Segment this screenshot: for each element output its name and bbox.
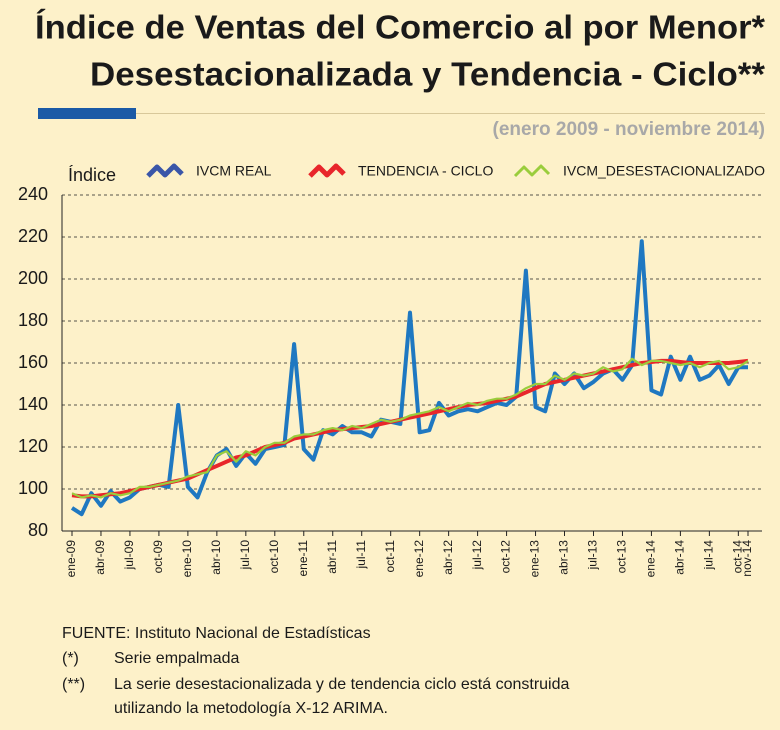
x-tick-label: jul-12 bbox=[470, 540, 484, 571]
y-axis-label: Índice bbox=[68, 165, 116, 185]
x-tick-label: abr-11 bbox=[325, 540, 339, 574]
note-text: Serie empalmada bbox=[114, 650, 240, 667]
x-tick-label: oct-11 bbox=[383, 540, 397, 573]
series-line bbox=[71, 357, 749, 499]
source: FUENTE: Instituto Nacional de Estadístic… bbox=[62, 625, 371, 642]
chart-subtitle: (enero 2009 - noviembre 2014) bbox=[493, 119, 765, 140]
y-tick-label: 240 bbox=[18, 184, 48, 204]
legend-label: IVCM_DESESTACIONALIZADO bbox=[563, 163, 765, 179]
y-tick-label: 140 bbox=[18, 394, 48, 414]
y-tick-label: 100 bbox=[18, 478, 48, 498]
x-tick-label: abr-12 bbox=[441, 540, 455, 575]
x-tick-label: abr-13 bbox=[557, 540, 571, 575]
x-tick-label: ene-13 bbox=[528, 540, 542, 578]
x-tick-label: jul-09 bbox=[122, 540, 136, 571]
y-tick-label: 160 bbox=[18, 352, 48, 372]
chart-title: Índice de Ventas del Comercio al por Men… bbox=[35, 9, 765, 46]
x-tick-label: ene-10 bbox=[180, 540, 194, 578]
note-text: utilizando la metodología X-12 ARIMA. bbox=[114, 700, 388, 717]
chart-title: Desestacionalizada y Tendencia - Ciclo** bbox=[90, 56, 765, 93]
note-mark: (*) bbox=[62, 650, 79, 667]
y-tick-label: 80 bbox=[28, 520, 48, 540]
y-tick-label: 220 bbox=[18, 226, 48, 246]
legend-swatch bbox=[513, 164, 551, 178]
y-tick-label: 180 bbox=[18, 310, 48, 330]
x-tick-label: oct-12 bbox=[499, 540, 513, 574]
x-tick-label: oct-10 bbox=[267, 540, 281, 574]
legend-swatch bbox=[308, 163, 346, 178]
x-tick-label: ene-11 bbox=[296, 540, 310, 577]
x-tick-label: jul-11 bbox=[354, 540, 368, 570]
x-tick-label: jul-10 bbox=[238, 540, 252, 571]
y-tick-label: 120 bbox=[18, 436, 48, 456]
legend-swatch bbox=[146, 163, 184, 178]
x-tick-label: ene-12 bbox=[412, 540, 426, 578]
x-tick-label: ene-14 bbox=[644, 540, 658, 578]
x-tick-label: oct-13 bbox=[615, 540, 629, 574]
x-tick-label: abr-10 bbox=[209, 540, 223, 575]
x-tick-label: abr-14 bbox=[673, 540, 687, 575]
x-tick-label: oct-14 bbox=[731, 540, 745, 574]
y-tick-label: 200 bbox=[18, 268, 48, 288]
series-line bbox=[70, 239, 748, 517]
title-bar bbox=[38, 108, 136, 119]
legend-label: IVCM REAL bbox=[196, 163, 272, 179]
x-tick-label: jul-13 bbox=[586, 540, 600, 571]
legend-label: TENDENCIA - CICLO bbox=[358, 163, 493, 179]
x-tick-label: nov-14 bbox=[740, 540, 754, 577]
x-tick-label: abr-09 bbox=[93, 540, 107, 575]
x-tick-label: oct-09 bbox=[151, 540, 165, 574]
note-text: La serie desestacionalizada y de tendenc… bbox=[114, 676, 569, 693]
x-tick-label: jul-14 bbox=[702, 540, 716, 571]
note-mark: (**) bbox=[62, 676, 85, 693]
series-line bbox=[71, 358, 749, 499]
x-tick-label: ene-09 bbox=[64, 540, 78, 578]
